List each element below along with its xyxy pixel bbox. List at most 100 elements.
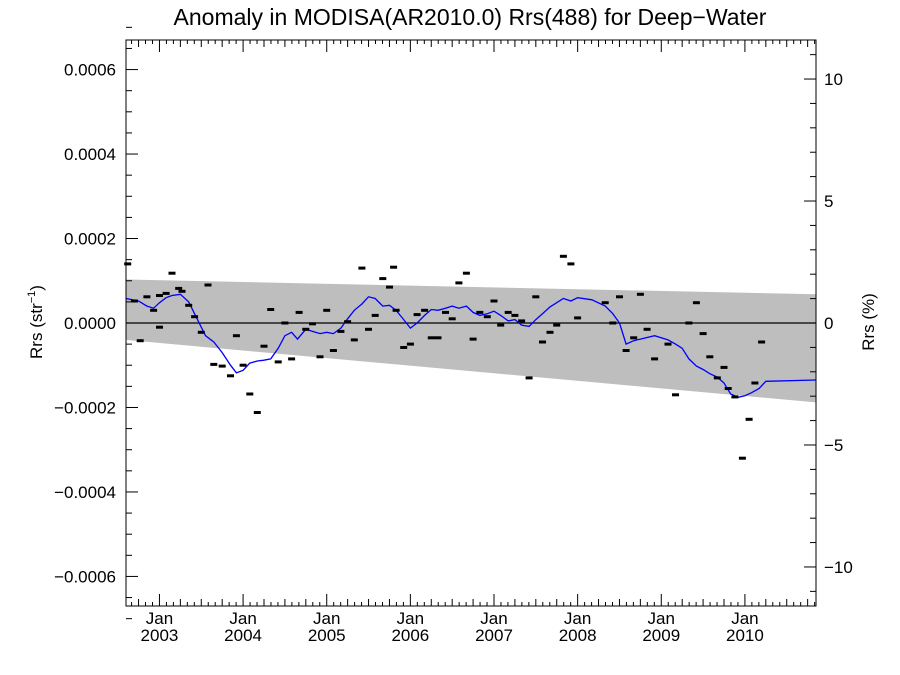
data-point — [421, 308, 429, 312]
data-point — [664, 342, 672, 346]
x-tick-month: Jan — [731, 609, 758, 628]
data-point — [706, 355, 714, 359]
data-point — [713, 376, 721, 380]
data-point — [400, 346, 408, 349]
data-point — [344, 320, 352, 324]
data-point — [239, 363, 247, 367]
data-point — [455, 281, 463, 285]
smoothed-series-line — [125, 293, 817, 398]
data-point — [434, 336, 442, 340]
data-point — [191, 315, 199, 319]
data-point — [731, 395, 739, 399]
x-tick-month: Jan — [313, 609, 340, 628]
x-tick-month: Jan — [397, 609, 424, 628]
chart-title: Anomaly in MODISA(AR2010.0) Rrs(488) for… — [174, 4, 767, 30]
data-point — [601, 301, 609, 305]
data-point — [350, 338, 358, 342]
data-point — [124, 262, 132, 266]
data-point — [636, 292, 644, 296]
data-point — [358, 266, 366, 270]
data-point — [651, 357, 659, 361]
data-point — [692, 301, 700, 305]
data-point — [197, 330, 205, 334]
data-point — [379, 277, 387, 281]
x-tick-month: Jan — [480, 609, 507, 628]
data-point — [685, 321, 693, 325]
data-point — [427, 336, 435, 340]
data-point — [751, 381, 759, 385]
data-point — [532, 295, 540, 299]
right-y-axis: 10 5 0 −5 −10 — [804, 54, 853, 592]
data-point — [185, 303, 193, 307]
data-point — [442, 310, 449, 314]
data-point — [490, 299, 498, 303]
data-point — [567, 262, 575, 266]
left-y-axis: 0.0006 0.0004 0.0002 0.0000 −0.0002 −0.0004 −0… — [54, 26, 138, 620]
data-point — [295, 310, 303, 314]
data-point — [539, 340, 546, 344]
data-point — [260, 344, 268, 348]
x-tick-year: 2003 — [141, 626, 179, 645]
data-point — [483, 315, 491, 319]
right-tick-label: −5 — [824, 436, 843, 455]
data-point — [246, 392, 254, 396]
left-tick-label: −0.0006 — [54, 567, 116, 586]
right-tick-label: 5 — [824, 192, 833, 211]
data-point — [162, 291, 170, 295]
uncertainty-band — [126, 279, 816, 403]
data-point — [323, 308, 331, 312]
data-point — [178, 289, 186, 293]
data-point — [218, 364, 226, 368]
data-point — [136, 339, 144, 343]
x-tick-year: 2006 — [391, 626, 429, 645]
data-point — [497, 323, 505, 327]
data-point — [329, 349, 337, 352]
data-point — [386, 285, 393, 289]
data-point — [511, 313, 519, 317]
data-point — [175, 286, 183, 290]
data-point — [232, 334, 240, 338]
left-tick-label: −0.0002 — [54, 398, 116, 417]
data-point — [168, 271, 176, 275]
x-tick-month: Jan — [648, 609, 675, 628]
data-point — [699, 332, 707, 336]
data-point — [390, 265, 398, 269]
data-point — [413, 313, 421, 317]
data-point — [337, 329, 345, 333]
data-point — [210, 362, 218, 366]
left-axis-label: Rrs (str−1) — [26, 285, 46, 359]
left-tick-label: 0.0000 — [64, 314, 116, 333]
left-tick-label: 0.0006 — [64, 61, 116, 80]
data-point — [469, 337, 477, 341]
data-point — [476, 310, 484, 314]
data-point — [406, 342, 414, 346]
left-axis-label-text: Rrs (str — [27, 303, 46, 359]
data-point — [643, 327, 651, 331]
right-axis-label: Rrs (%) — [859, 293, 878, 351]
left-axis-label-superscript: −1 — [26, 291, 38, 304]
data-point — [462, 271, 470, 275]
data-point — [130, 299, 138, 303]
left-axis-label-close: ) — [27, 285, 46, 291]
data-point — [553, 323, 561, 327]
data-point — [630, 336, 638, 340]
data-point — [150, 308, 158, 312]
x-tick-year: 2008 — [559, 626, 597, 645]
x-axis: Jan2003Jan2004Jan2005Jan2006Jan2007Jan20… — [131, 40, 816, 645]
data-point — [371, 313, 379, 317]
data-point — [288, 357, 296, 361]
data-point — [622, 349, 630, 352]
data-point — [609, 321, 617, 325]
right-tick-label: −10 — [824, 558, 853, 577]
x-tick-year: 2010 — [726, 626, 764, 645]
x-tick-month: Jan — [229, 609, 256, 628]
left-tick-label: 0.0004 — [64, 145, 116, 164]
data-point — [253, 411, 261, 414]
left-tick-label: −0.0004 — [54, 483, 116, 502]
monthly-anomaly-points — [124, 254, 766, 460]
data-point — [546, 330, 554, 334]
data-point — [302, 327, 310, 331]
data-point — [518, 319, 526, 323]
data-point — [267, 308, 275, 311]
